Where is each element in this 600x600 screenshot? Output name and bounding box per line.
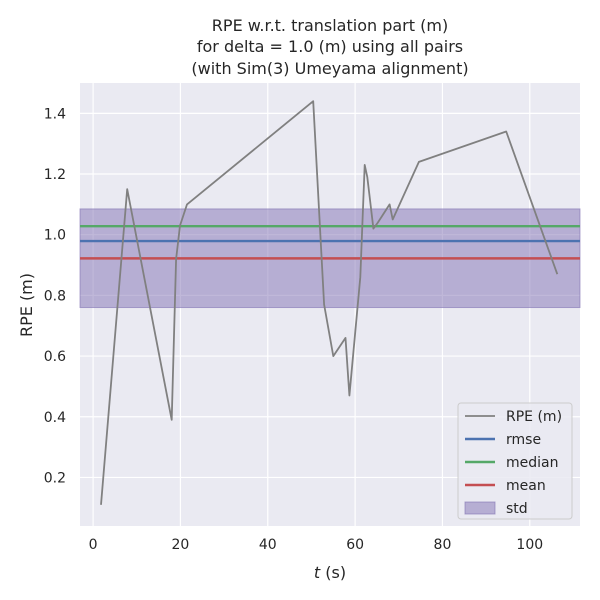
legend-label-rpe: RPE (m) xyxy=(506,409,562,425)
y-tick-label: 0.4 xyxy=(44,410,66,426)
y-tick-labels: 0.2 0.4 0.6 0.8 1.0 1.2 1.4 xyxy=(44,106,66,486)
y-tick-label: 0.6 xyxy=(44,349,66,365)
y-tick-label: 0.8 xyxy=(44,288,66,304)
chart-title: RPE w.r.t. translation part (m) for delt… xyxy=(191,16,468,78)
chart-title-line-2: for delta = 1.0 (m) using all pairs xyxy=(197,37,463,56)
legend-label-median: median xyxy=(506,455,558,471)
x-tick-label: 60 xyxy=(346,537,364,553)
legend: RPE (m) rmse median mean std xyxy=(457,402,573,520)
x-axis-label-var: t xyxy=(314,563,321,582)
x-tick-label: 40 xyxy=(259,537,277,553)
y-tick-label: 1.0 xyxy=(44,228,66,244)
y-tick-label: 0.2 xyxy=(44,470,66,486)
y-axis-label: RPE (m) xyxy=(17,273,36,337)
y-tick-label: 1.2 xyxy=(44,167,66,183)
chart-title-line-1: RPE w.r.t. translation part (m) xyxy=(212,16,448,35)
x-tick-label: 20 xyxy=(172,537,190,553)
x-tick-label: 80 xyxy=(434,537,452,553)
x-axis-label-unit: (s) xyxy=(320,563,346,582)
chart-title-line-3: (with Sim(3) Umeyama alignment) xyxy=(191,59,468,78)
series-layer xyxy=(100,100,559,505)
x-tick-label: 0 xyxy=(89,537,98,553)
legend-label-rmse: rmse xyxy=(506,432,541,448)
legend-frame xyxy=(457,402,573,520)
rpe-series-line xyxy=(100,100,559,505)
legend-label-std: std xyxy=(506,501,528,517)
stat-lines-layer xyxy=(80,225,580,260)
legend-label-mean: mean xyxy=(506,478,546,494)
x-tick-labels: 0 20 40 60 80 100 xyxy=(89,537,544,553)
legend-swatch-std xyxy=(464,501,496,515)
x-tick-label: 100 xyxy=(516,537,543,553)
y-tick-label: 1.4 xyxy=(44,106,66,122)
x-axis-label: t (s) xyxy=(314,563,346,582)
